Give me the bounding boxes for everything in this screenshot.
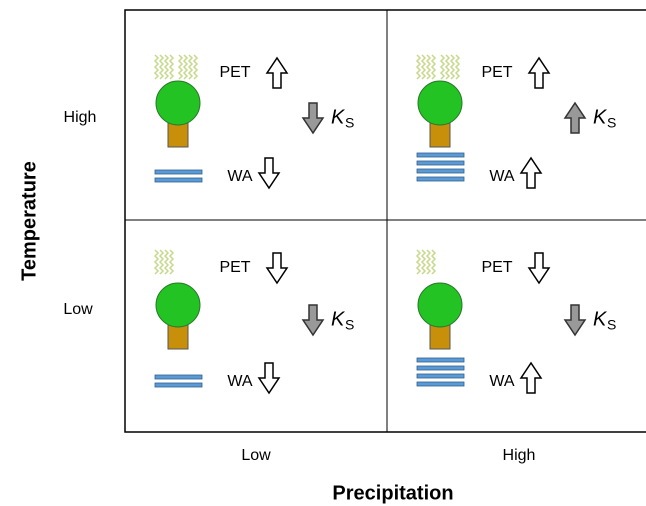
tree-crown (155, 282, 201, 328)
water-bar (154, 382, 203, 388)
ks-arrow (302, 102, 324, 134)
pet-arrow (528, 252, 550, 284)
ks-label: K (593, 106, 608, 128)
pet-arrow (266, 57, 288, 89)
pet-label: PET (481, 64, 512, 81)
pet-label: PET (219, 64, 250, 81)
y-axis-title: Temperature (18, 161, 40, 281)
ks-subscript: S (345, 317, 354, 333)
heat-icon (154, 249, 174, 275)
x-axis-title: Precipitation (332, 482, 453, 504)
cell: PET WA K S (416, 54, 616, 189)
tree-crown (417, 80, 463, 126)
cell: PET WA K S (154, 54, 354, 189)
wa-label: WA (227, 168, 253, 185)
ks-subscript: S (345, 115, 354, 131)
ks-subscript: S (607, 115, 616, 131)
water-bar (416, 152, 465, 158)
pet-label: PET (481, 259, 512, 276)
water-bar (416, 160, 465, 166)
heat-icon (440, 54, 460, 80)
ks-label: K (331, 106, 346, 128)
water-bar (416, 176, 465, 182)
wa-arrow (258, 157, 280, 189)
ks-subscript: S (607, 317, 616, 333)
water-bar (416, 365, 465, 371)
row-label: High (64, 109, 97, 126)
wa-arrow (258, 362, 280, 394)
water-bar (416, 168, 465, 174)
ks-label: K (331, 308, 346, 330)
water-bar (416, 381, 465, 387)
column-label: Low (241, 447, 271, 464)
wa-arrow (520, 157, 542, 189)
cell: PET WA K S (416, 249, 616, 394)
ks-label: K (593, 308, 608, 330)
tree-crown (417, 282, 463, 328)
wa-label: WA (489, 168, 515, 185)
ks-arrow (564, 304, 586, 336)
water-bar (154, 177, 203, 183)
pet-label: PET (219, 259, 250, 276)
water-bar (416, 373, 465, 379)
tree-crown (155, 80, 201, 126)
heat-icon (416, 249, 436, 275)
wa-arrow (520, 362, 542, 394)
wa-label: WA (489, 373, 515, 390)
frame (124, 9, 646, 433)
ks-arrow (302, 304, 324, 336)
pet-arrow (266, 252, 288, 284)
water-bar (154, 169, 203, 175)
water-bar (154, 374, 203, 380)
column-label: High (503, 447, 536, 464)
ks-arrow (564, 102, 586, 134)
heat-icon (154, 54, 174, 80)
cell: PET WA K S (154, 249, 354, 394)
wa-label: WA (227, 373, 253, 390)
heat-icon (178, 54, 198, 80)
heat-icon (416, 54, 436, 80)
row-label: Low (63, 301, 93, 318)
pet-arrow (528, 57, 550, 89)
water-bar (416, 357, 465, 363)
